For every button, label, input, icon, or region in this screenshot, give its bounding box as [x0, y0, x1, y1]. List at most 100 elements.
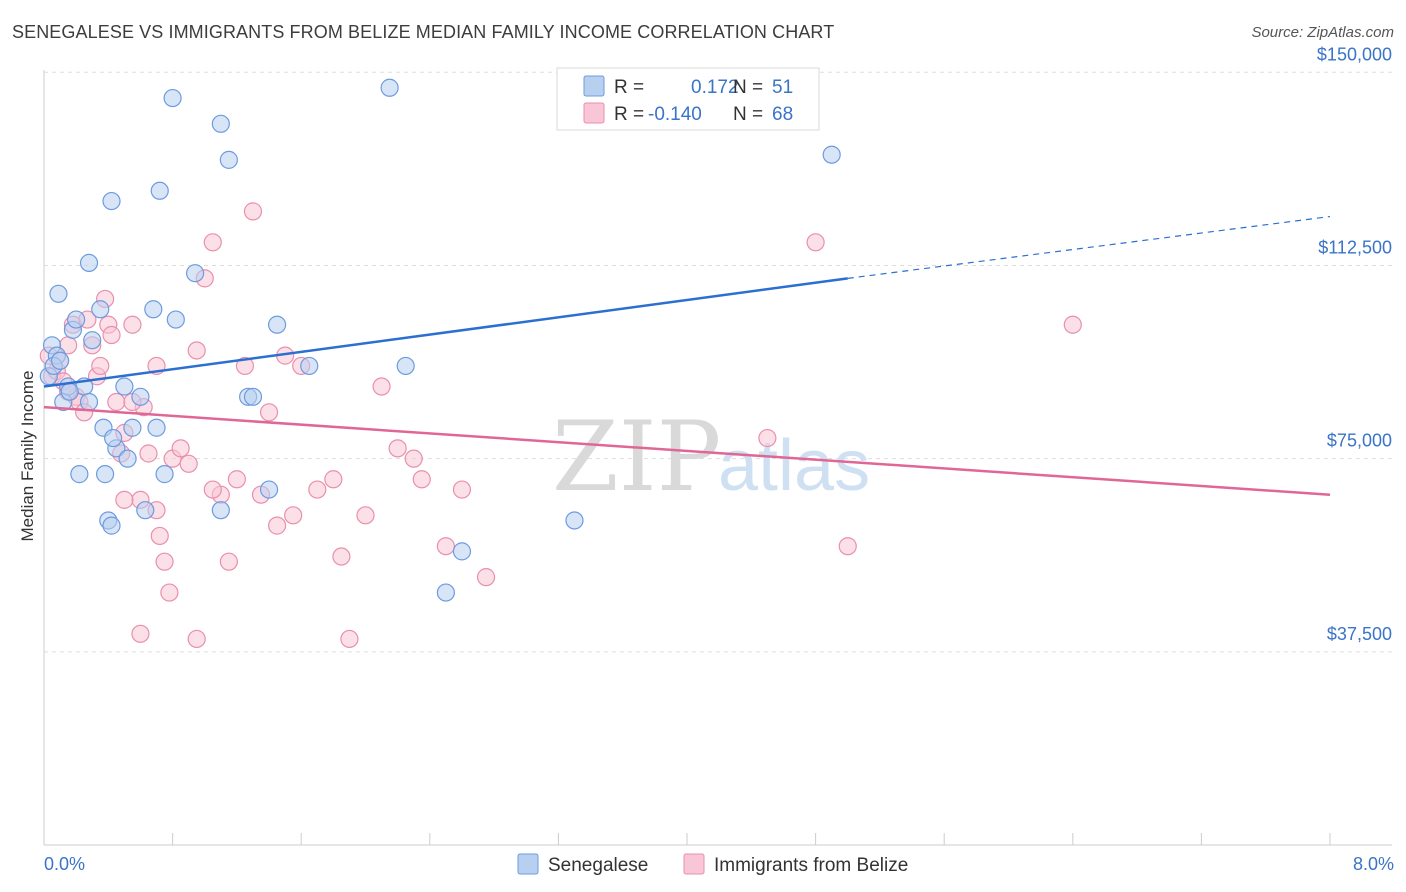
- data-point: [219, 150, 238, 169]
- data-point: [235, 356, 255, 376]
- trend-line-belize: [43, 405, 1331, 496]
- data-point: [404, 449, 423, 468]
- data-point: [259, 403, 279, 422]
- chart-title: SENEGALESE VS IMMIGRANTS FROM BELIZE MED…: [12, 22, 835, 42]
- data-point: [243, 202, 263, 221]
- data-point: [104, 428, 123, 448]
- data-point: [136, 501, 155, 520]
- data-point: [1063, 315, 1082, 334]
- y-tick-label: $150,000: [1317, 44, 1392, 64]
- data-point: [187, 629, 206, 649]
- data-point: [332, 547, 351, 566]
- data-point: [243, 387, 263, 406]
- data-point: [166, 310, 185, 329]
- data-point: [115, 490, 134, 509]
- data-point: [203, 233, 222, 252]
- stats-legend-n-value-pink: 68: [772, 104, 793, 125]
- stats-legend-r-value-blue: 0.172: [691, 77, 739, 98]
- data-point: [131, 624, 150, 643]
- data-point: [227, 470, 246, 489]
- watermark-zip: ZIP: [552, 401, 721, 513]
- data-point: [219, 552, 238, 571]
- data-point: [380, 78, 399, 97]
- stats-legend-n-value-blue: 51: [772, 77, 793, 98]
- data-point: [91, 300, 110, 319]
- data-point: [452, 480, 472, 499]
- x-tick-label-min: 0.0%: [44, 854, 85, 874]
- data-point: [838, 537, 857, 556]
- data-point: [565, 511, 584, 530]
- data-point: [211, 501, 230, 520]
- data-point: [70, 465, 89, 484]
- data-point: [203, 480, 222, 499]
- data-point: [388, 439, 407, 458]
- data-point: [324, 470, 343, 489]
- data-point: [147, 418, 166, 437]
- stats-legend-swatch-blue: [583, 75, 605, 97]
- data-point: [758, 428, 777, 448]
- stats-legend-swatch-pink: [583, 102, 605, 124]
- data-point: [123, 315, 142, 334]
- data-point: [340, 629, 359, 649]
- y-tick-labels: $37,500 $75,000 $112,500 $150,000: [1317, 44, 1392, 644]
- stats-legend-r-label-pink: R =: [614, 104, 644, 125]
- stats-legend-r-label-blue: R =: [614, 77, 644, 98]
- data-point: [60, 382, 79, 401]
- data-point: [396, 356, 415, 376]
- data-point: [150, 181, 169, 200]
- data-point: [83, 331, 102, 350]
- data-point: [284, 506, 303, 525]
- data-point: [79, 253, 99, 273]
- trend-line-senegalese-extension: [847, 215, 1331, 279]
- legend-label-belize: Immigrants from Belize: [714, 855, 908, 876]
- data-point: [50, 351, 70, 370]
- data-point: [211, 114, 230, 133]
- source-label: Source: ZipAtlas.com: [1251, 24, 1394, 41]
- legend-swatch-senegalese: [517, 853, 539, 875]
- series-legend: Senegalese Immigrants from Belize: [517, 853, 908, 876]
- data-point: [123, 418, 142, 437]
- data-point: [49, 284, 68, 303]
- series-senegalese-points: [39, 78, 841, 602]
- data-point: [131, 387, 150, 406]
- data-point: [308, 480, 327, 499]
- data-point: [155, 465, 174, 484]
- data-point: [267, 516, 287, 535]
- y-tick-label: $37,500: [1327, 624, 1392, 644]
- data-point: [806, 233, 825, 252]
- data-point: [95, 465, 115, 484]
- data-point: [115, 377, 134, 396]
- data-point: [160, 583, 179, 602]
- x-ticks: [172, 833, 1331, 845]
- watermark-atlas: atlas: [718, 426, 870, 506]
- data-point: [452, 542, 472, 561]
- data-point: [171, 439, 190, 458]
- data-point: [139, 444, 158, 463]
- data-point: [372, 377, 391, 396]
- data-point: [102, 516, 121, 535]
- stats-legend-n-label-blue: N =: [733, 77, 763, 98]
- data-point: [179, 454, 198, 473]
- stats-legend-r-value-pink: -0.140: [648, 104, 702, 125]
- data-point: [67, 310, 86, 329]
- legend-label-senegalese: Senegalese: [548, 855, 648, 876]
- data-point: [144, 300, 163, 319]
- data-point: [476, 568, 496, 587]
- trend-lines: [43, 215, 1331, 496]
- x-tick-label-max: 8.0%: [1353, 854, 1394, 874]
- data-point: [163, 88, 182, 108]
- data-point: [150, 526, 169, 546]
- data-point: [412, 470, 431, 489]
- data-point: [187, 341, 206, 360]
- data-point: [259, 480, 279, 499]
- data-point: [79, 392, 99, 412]
- data-point: [186, 264, 205, 283]
- data-point: [436, 583, 455, 602]
- legend-swatch-belize: [683, 853, 705, 875]
- data-point: [91, 356, 110, 376]
- data-point: [436, 537, 455, 556]
- data-point: [107, 392, 126, 412]
- data-point: [118, 449, 137, 468]
- stats-legend: R = 0.172 N = 51 R = -0.140 N = 68: [556, 67, 820, 131]
